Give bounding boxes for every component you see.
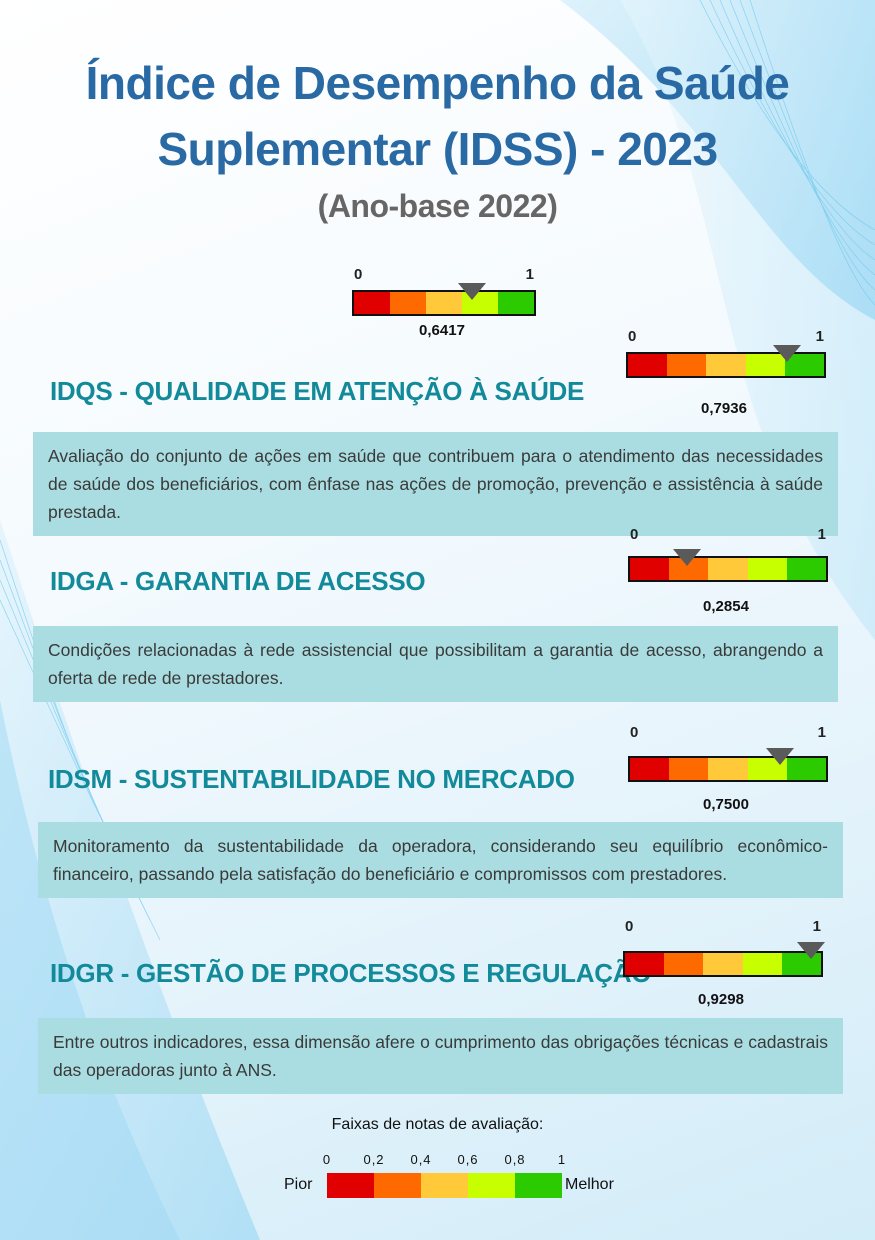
legend-segment xyxy=(468,1173,515,1198)
idgr-description: Entre outros indicadores, essa dimensão … xyxy=(38,1018,843,1094)
gauge-segment xyxy=(703,953,743,975)
idsm-description: Monitoramento da sustentabilidade da ope… xyxy=(38,822,843,898)
gauge-segment xyxy=(630,558,670,580)
gauge-bar xyxy=(352,290,536,316)
page-subtitle: (Ano-base 2022) xyxy=(317,188,558,224)
idqs-heading: IDQS - QUALIDADE EM ATENÇÃO À SAÚDE xyxy=(50,376,585,406)
legend-segment xyxy=(515,1173,562,1198)
page-title-line-2: Suplementar (IDSS) - 2023 xyxy=(157,123,718,175)
page-title-line-1: Índice de Desempenho da Saúde xyxy=(85,57,790,109)
gauge-max-label: 1 xyxy=(815,328,824,345)
gauge-min-label: 0 xyxy=(630,724,639,741)
gauge-segment xyxy=(708,558,748,580)
gauge-segment xyxy=(669,758,709,780)
legend-tick-label: 0,2 xyxy=(363,1152,385,1167)
gauge-value: 0,2854 xyxy=(703,598,749,615)
gauge-segment xyxy=(498,292,534,314)
gauge-bar xyxy=(626,352,826,378)
gauge-segment xyxy=(664,953,704,975)
gauge-segment xyxy=(706,354,746,376)
idsm-heading: IDSM - SUSTENTABILIDADE NO MERCADO xyxy=(48,764,575,794)
gauge-marker-icon xyxy=(796,942,825,959)
gauge-marker-icon xyxy=(458,283,487,300)
legend-scale-bar xyxy=(327,1173,562,1198)
legend-best-label: Melhor xyxy=(565,1176,614,1193)
gauge-segment xyxy=(628,354,668,376)
idga-heading: IDGA - GARANTIA DE ACESSO xyxy=(50,566,426,596)
gauge-max-label: 1 xyxy=(817,526,826,543)
legend-tick-label: 0 xyxy=(322,1152,332,1167)
gauge-min-label: 0 xyxy=(625,918,634,935)
gauge-value: 0,9298 xyxy=(698,991,744,1008)
gauge-segment xyxy=(786,758,827,780)
gauge-max-label: 1 xyxy=(525,266,534,283)
gauge-segment xyxy=(390,292,426,314)
gauge-marker-icon xyxy=(772,345,801,362)
gauge-segment xyxy=(426,292,462,314)
legend-worst-label: Pior xyxy=(284,1176,313,1193)
legend-tick-label: 1 xyxy=(557,1152,567,1167)
gauge-min-label: 0 xyxy=(628,328,637,345)
legend-segment xyxy=(374,1173,421,1198)
idgr-heading: IDGR - GESTÃO DE PROCESSOS E REGULAÇÃO xyxy=(50,958,652,988)
legend-segment xyxy=(327,1173,374,1198)
gauge-max-label: 1 xyxy=(817,724,826,741)
legend-tick-label: 0,4 xyxy=(410,1152,432,1167)
gauge-segment xyxy=(742,953,782,975)
idga-description: Condições relacionadas à rede assistenci… xyxy=(33,626,838,702)
gauge-min-label: 0 xyxy=(630,526,639,543)
gauge-segment xyxy=(786,558,827,580)
gauge-segment xyxy=(667,354,707,376)
gauge-bar xyxy=(628,556,828,582)
gauge-segment xyxy=(625,953,665,975)
legend-ticks: 0 0,2 0,4 0,6 0,8 1 xyxy=(323,1152,565,1170)
gauge-segment xyxy=(354,292,390,314)
legend-segment xyxy=(421,1173,468,1198)
gauge-bar xyxy=(623,951,823,977)
idqs-description: Avaliação do conjunto de ações em saúde … xyxy=(33,432,838,536)
legend-tick-label: 0,6 xyxy=(457,1152,479,1167)
gauge-segment xyxy=(747,558,787,580)
gauge-segment xyxy=(630,758,670,780)
gauge-max-label: 1 xyxy=(812,918,821,935)
legend-tick-label: 0,8 xyxy=(504,1152,526,1167)
gauge-segment xyxy=(708,758,748,780)
gauge-bar xyxy=(628,756,828,782)
gauge-marker-icon xyxy=(766,748,794,765)
gauge-value: 0,7500 xyxy=(703,796,749,813)
gauge-value: 0,6417 xyxy=(419,322,465,339)
gauge-marker-icon xyxy=(673,549,702,566)
legend-title: Faixas de notas de avaliação: xyxy=(331,1116,544,1133)
gauge-min-label: 0 xyxy=(354,266,363,283)
gauge-value: 0,7936 xyxy=(701,400,747,417)
